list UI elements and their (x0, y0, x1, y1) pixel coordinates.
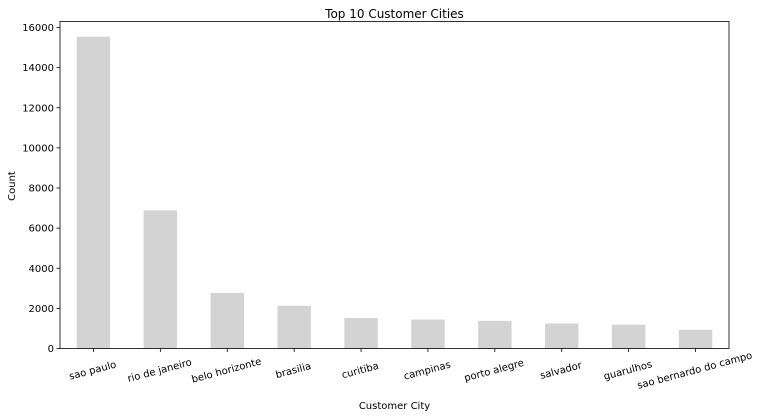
bar-7 (545, 323, 579, 349)
x-axis-label: Customer City (359, 401, 430, 412)
bar-2 (210, 292, 244, 349)
chart-title: Top 10 Customer Cities (324, 7, 464, 21)
bar-1 (143, 210, 178, 349)
x-tick-label-6: porto alegre (463, 358, 525, 384)
bar-0 (76, 36, 111, 349)
bar-9 (678, 329, 713, 349)
y-tick-label-8: 16000 (22, 23, 54, 34)
bar-8 (611, 324, 646, 349)
bar-3 (277, 305, 311, 349)
y-tick-label-1: 2000 (29, 304, 54, 315)
plot-frame (59, 21, 730, 349)
x-tick-label-2: belo horizonte (191, 356, 263, 385)
x-tick-label-0: sao paulo (68, 360, 118, 383)
x-tick-label-3: brasilia (275, 361, 313, 381)
bar-5 (411, 319, 445, 349)
y-tick-label-0: 0 (48, 344, 54, 355)
bars-group (76, 36, 713, 349)
bar-4 (344, 317, 378, 349)
y-tick-label-5: 10000 (22, 143, 54, 154)
x-tick-label-9: sao bernardo do campo (636, 350, 753, 391)
x-tick-label-4: curitiba (341, 361, 380, 381)
y-tick-label-4: 8000 (29, 184, 54, 195)
y-axis-label: Count (7, 171, 18, 201)
bar-6 (478, 320, 512, 349)
x-tick-label-7: salvador (539, 360, 584, 382)
x-tick-label-1: rio de janeiro (126, 357, 193, 385)
y-tick-label-7: 14000 (22, 63, 54, 74)
y-tick-label-3: 6000 (29, 224, 54, 235)
y-tick-label-6: 12000 (22, 103, 54, 114)
x-tick-label-5: campinas (403, 360, 452, 383)
y-tick-label-2: 4000 (29, 264, 54, 275)
y-axis: 0 2000 4000 6000 8000 10000 12000 14000 16000 (22, 23, 60, 355)
